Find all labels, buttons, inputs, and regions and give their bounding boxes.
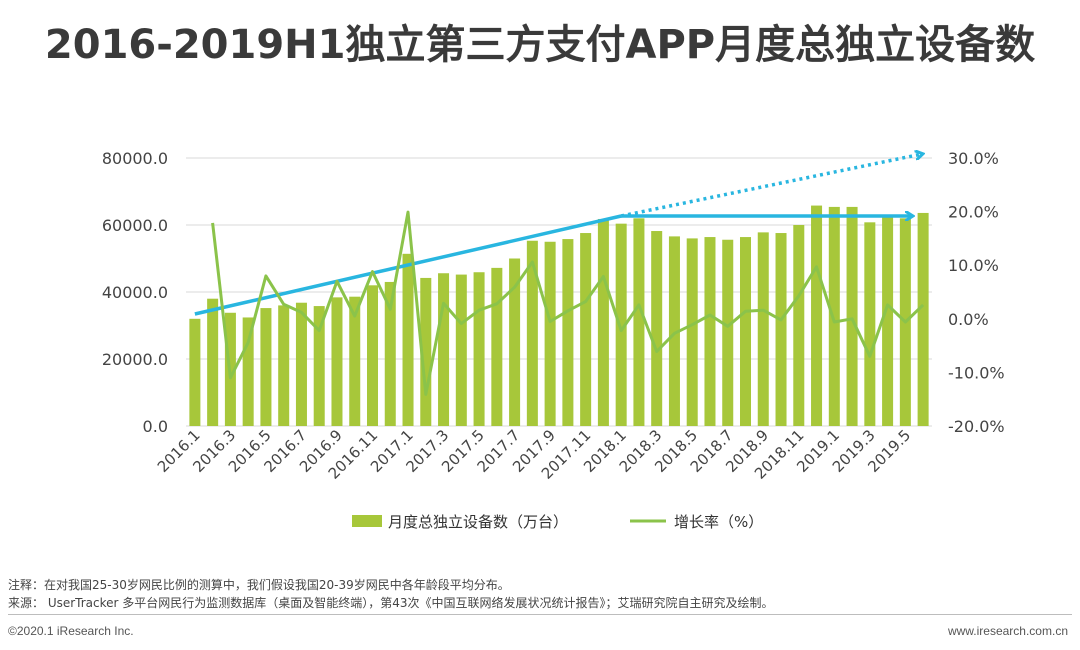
trend-arrow-projected — [620, 154, 922, 218]
right-tick-label: 10.0% — [948, 256, 999, 275]
footer-divider — [8, 614, 1072, 615]
left-tick-label: 20000.0 — [102, 350, 168, 369]
bar — [313, 306, 325, 426]
bar — [704, 237, 716, 426]
legend-bar-swatch — [352, 515, 382, 527]
gridlines — [186, 157, 932, 427]
bar — [509, 258, 521, 426]
bar — [668, 236, 680, 426]
bar — [260, 308, 272, 426]
bar — [828, 206, 840, 426]
legend-bar-label: 月度总独立设备数（万台） — [388, 513, 568, 531]
bar — [793, 225, 805, 426]
bar — [189, 318, 201, 426]
bar — [882, 216, 894, 426]
bar — [366, 285, 379, 426]
bar — [349, 296, 361, 426]
bar — [580, 233, 592, 426]
right-axis: -20.0% -10.0% 0.0% 10.0% 20.0% 30.0% — [948, 149, 1005, 436]
bar — [757, 232, 769, 426]
bar — [295, 302, 307, 426]
chart: 0.0 20000.0 40000.0 60000.0 80000.0 -20.0% -1… — [102, 149, 1005, 531]
bar-series — [189, 205, 929, 426]
legend-line-label: 增长率（%） — [674, 513, 763, 531]
bar — [455, 274, 467, 426]
bar — [864, 222, 876, 426]
line-series — [211, 210, 925, 396]
page-title: 2016-2019H1独立第三方支付APP月度总独立设备数 — [44, 22, 1036, 68]
right-tick-label: 30.0% — [948, 149, 999, 168]
bar — [846, 206, 858, 426]
left-tick-label: 60000.0 — [102, 216, 168, 235]
note-text: 注释：在对我国25-30岁网民比例的测算中，我们假设我国20-39岁网民中各年龄… — [8, 578, 510, 592]
bar — [686, 238, 698, 426]
growth-line — [211, 210, 925, 396]
bar — [438, 273, 450, 426]
website-text: www.iresearch.com.cn — [947, 624, 1068, 638]
left-tick-label: 40000.0 — [102, 283, 168, 302]
bar — [775, 233, 787, 426]
legend: 月度总独立设备数（万台） 增长率（%） — [352, 513, 763, 531]
bar — [420, 277, 432, 426]
bar — [597, 218, 609, 426]
bar — [278, 305, 290, 426]
source-text: 来源： UserTracker 多平台网民行为监测数据库（桌面及智能终端），第4… — [8, 596, 774, 610]
bar — [615, 223, 627, 426]
trend-arrows — [194, 154, 922, 316]
bar — [402, 253, 414, 426]
bar — [473, 272, 485, 426]
bar — [331, 297, 343, 426]
bar — [242, 317, 254, 426]
trend-arrow-rising — [194, 214, 622, 316]
right-tick-label: -10.0% — [948, 363, 1005, 382]
bar — [722, 239, 734, 426]
bar — [384, 281, 396, 426]
bar — [491, 267, 503, 426]
right-tick-label: 0.0% — [948, 310, 989, 329]
left-tick-label: 80000.0 — [102, 149, 168, 168]
left-axis: 0.0 20000.0 40000.0 60000.0 80000.0 — [102, 149, 168, 436]
left-tick-label: 0.0 — [143, 417, 168, 436]
bar — [739, 237, 752, 426]
copyright-text: ©2020.1 iResearch Inc. — [8, 624, 134, 638]
bar — [811, 205, 823, 426]
bar — [651, 231, 663, 426]
x-axis: 2016.12016.32016.52016.72016.92016.11201… — [154, 426, 914, 483]
bar — [633, 218, 645, 426]
bar — [917, 212, 929, 426]
bar — [562, 239, 574, 426]
bar — [207, 298, 219, 426]
right-tick-label: -20.0% — [948, 417, 1005, 436]
bar — [526, 240, 538, 426]
right-tick-label: 20.0% — [948, 203, 999, 222]
bar — [544, 241, 556, 426]
